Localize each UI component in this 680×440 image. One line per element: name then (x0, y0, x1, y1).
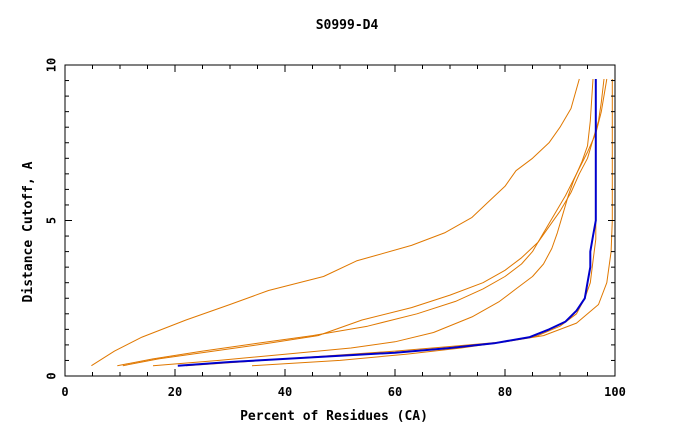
y-tick-label: 5 (45, 217, 59, 224)
series-line-2 (117, 78, 608, 367)
y-axis-label: Distance Cutoff, A (21, 161, 36, 302)
x-tick-label: 40 (278, 385, 292, 399)
series-line-highlight (177, 79, 597, 367)
x-tick-label: 60 (388, 385, 402, 399)
y-axis: 0 5 10 (45, 58, 615, 380)
x-tick-label: 80 (498, 385, 512, 399)
series-layer (91, 78, 613, 367)
x-axis-label: Percent of Residues (CA) (240, 409, 428, 424)
series-line-5 (185, 79, 613, 367)
x-tick-label: 0 (61, 385, 68, 399)
series-line-1 (122, 78, 605, 367)
series-line-3 (152, 78, 594, 367)
y-tick-label: 10 (45, 58, 59, 72)
x-axis: 0 20 40 60 80 100 (61, 65, 626, 399)
y-tick-label: 0 (45, 372, 59, 379)
x-tick-label: 20 (168, 385, 182, 399)
chart-title: S0999-D4 (316, 18, 379, 33)
series-line-4 (251, 79, 597, 367)
plot-frame (64, 64, 616, 377)
x-tick-label: 100 (604, 385, 626, 399)
series-line-0 (91, 78, 580, 367)
